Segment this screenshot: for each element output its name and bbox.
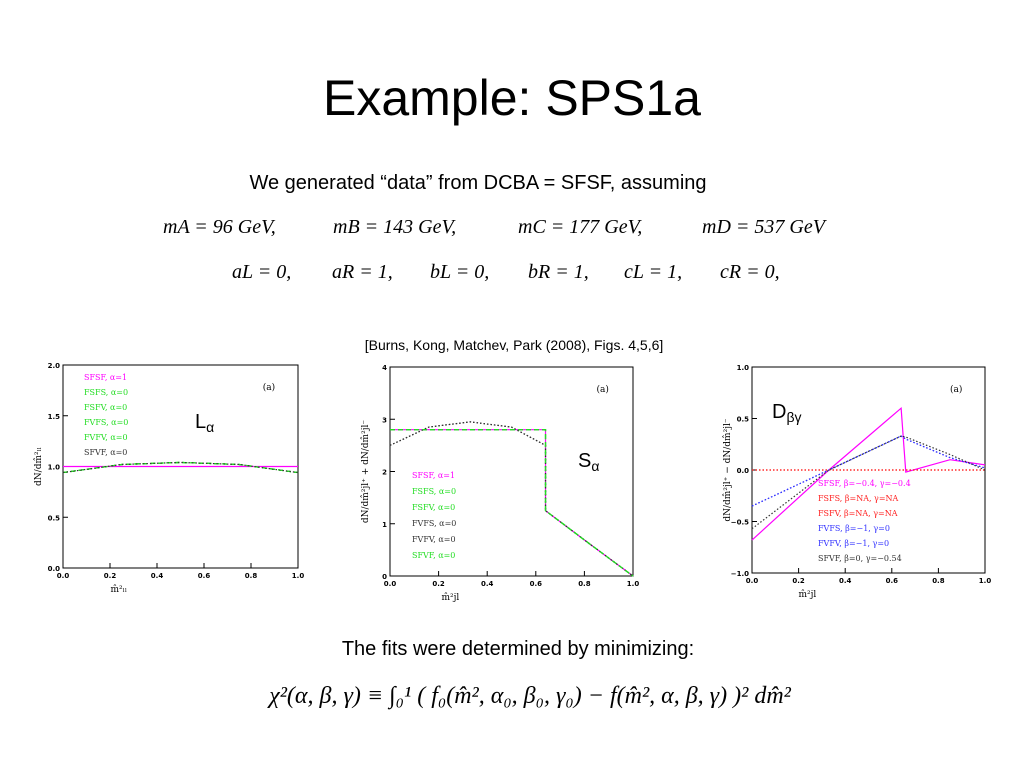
- overlay-label: Dβγ: [772, 401, 802, 425]
- legend-entry: SFSF, β=−0.4, γ=−0.4: [818, 479, 911, 488]
- x-tick-label: 0.0: [746, 577, 759, 585]
- x-axis-label: m̂²jl: [442, 592, 460, 603]
- x-axis-label: m̂²jl: [799, 589, 817, 600]
- x-tick-label: 0.4: [839, 577, 852, 585]
- legend-entry: FVFS, β=−1, γ=0: [818, 524, 890, 533]
- y-tick-label: 2: [382, 469, 387, 477]
- x-tick-label: 0.6: [886, 577, 899, 585]
- overlay-sub: α: [591, 458, 599, 474]
- x-tick-label: 1.0: [292, 572, 305, 580]
- y-axis-label: dN/dm̂²ₗₗ: [33, 447, 44, 486]
- panel-label: (a): [263, 382, 275, 393]
- y-tick-label: 2.0: [48, 362, 61, 370]
- y-axis-label: dN/dm̂²jl⁺ − dN/dm̂²jl⁻: [722, 418, 733, 521]
- y-tick-label: 3: [382, 416, 387, 424]
- series-line: [62, 461, 299, 474]
- y-tick-label: 1.0: [737, 364, 750, 372]
- x-tick-label: 0.0: [57, 572, 70, 580]
- overlay-main: S: [578, 450, 591, 472]
- fit-text: The fits were determined by minimizing:: [342, 638, 694, 660]
- legend-entry: FSFS, β=NA, γ=NA: [818, 494, 899, 503]
- legend-entry: SFVF, α=0: [412, 551, 455, 560]
- x-tick-label: 0.4: [151, 572, 164, 580]
- legend-entry: FSFS, α=0: [84, 388, 128, 397]
- legend-entry: FVFV, α=0: [412, 535, 456, 544]
- legend-entry: FVFV, β=−1, γ=0: [818, 539, 889, 548]
- equation-term: aR = 1,: [332, 261, 393, 283]
- intro-text: We generated “data” from DCBA = SFSF, as…: [249, 172, 706, 194]
- slide-title: Example: SPS1a: [323, 70, 701, 126]
- panel-label: (a): [950, 384, 962, 395]
- legend-entry: FSFV, β=NA, γ=NA: [818, 509, 898, 518]
- overlay-sub: βγ: [786, 409, 801, 425]
- overlay-label: Lα: [195, 411, 214, 435]
- overlay-main: D: [772, 401, 786, 423]
- y-tick-label: 1: [382, 521, 387, 529]
- series-line: [390, 429, 634, 577]
- equation-term: cL = 1,: [624, 261, 682, 283]
- equation-term: mD = 537 GeV: [702, 216, 828, 238]
- y-tick-label: 1.5: [48, 413, 61, 421]
- legend-entry: FVFV, α=0: [84, 433, 128, 442]
- x-axis-label: m̂²ₗₗ: [111, 584, 128, 595]
- legend-entry: FSFS, α=0: [412, 487, 456, 496]
- x-tick-label: 0.8: [932, 577, 945, 585]
- legend-entry: SFSF, α=1: [84, 373, 127, 382]
- x-tick-label: 0.0: [384, 580, 397, 588]
- panel-label: (a): [597, 384, 609, 395]
- legend-entry: SFVF, β=0, γ=−0.54: [818, 554, 902, 563]
- series-line: [389, 421, 634, 577]
- x-tick-label: 0.2: [432, 580, 445, 588]
- legend-entry: FSFV, α=0: [84, 403, 127, 412]
- x-tick-label: 1.0: [627, 580, 640, 588]
- series-line: [751, 435, 986, 507]
- x-tick-label: 0.6: [198, 572, 211, 580]
- series-line: [751, 406, 986, 541]
- equation-term: mC = 177 GeV,: [518, 216, 643, 238]
- legend-entry: FVFS, α=0: [412, 519, 456, 528]
- legend-entry: SFVF, α=0: [84, 448, 127, 457]
- overlay-sub: α: [206, 419, 214, 435]
- series-line: [751, 435, 986, 530]
- y-tick-label: 4: [382, 364, 387, 372]
- formula: χ²(α, β, γ) ≡ ∫₀¹ ( f₀(m̂², α₀, β₀, γ₀) …: [267, 683, 792, 710]
- equation-term: cR = 0,: [720, 261, 780, 283]
- x-tick-label: 0.4: [481, 580, 494, 588]
- equation-term: mB = 143 GeV,: [333, 216, 456, 238]
- y-tick-label: 0.0: [48, 565, 61, 573]
- y-tick-label: −1.0: [731, 570, 749, 578]
- overlay-label: Sα: [578, 450, 599, 474]
- y-tick-label: 0.0: [737, 467, 750, 475]
- x-tick-label: 0.6: [530, 580, 543, 588]
- y-tick-label: 1.0: [48, 464, 61, 472]
- equation-term: aL = 0,: [232, 261, 291, 283]
- y-tick-label: 0: [382, 573, 387, 581]
- equation-term: bL = 0,: [430, 261, 489, 283]
- x-tick-label: 0.8: [578, 580, 591, 588]
- y-tick-label: 0.5: [737, 416, 750, 424]
- equation-term: mA = 96 GeV,: [163, 216, 276, 238]
- x-tick-label: 1.0: [979, 577, 992, 585]
- legend-entry: SFSF, α=1: [412, 471, 455, 480]
- citation: [Burns, Kong, Matchev, Park (2008), Figs…: [365, 337, 664, 353]
- y-tick-label: −0.5: [731, 519, 749, 527]
- x-tick-label: 0.8: [245, 572, 258, 580]
- overlay-main: L: [195, 411, 206, 433]
- x-tick-label: 0.2: [792, 577, 805, 585]
- legend-entry: FVFS, α=0: [84, 418, 128, 427]
- x-tick-label: 0.2: [104, 572, 117, 580]
- equation-term: bR = 1,: [528, 261, 589, 283]
- y-tick-label: 0.5: [48, 514, 61, 522]
- y-axis-label: dN/dm̂²jl⁺ + dN/dm̂²jl⁻: [360, 420, 371, 523]
- legend-entry: FSFV, α=0: [412, 503, 455, 512]
